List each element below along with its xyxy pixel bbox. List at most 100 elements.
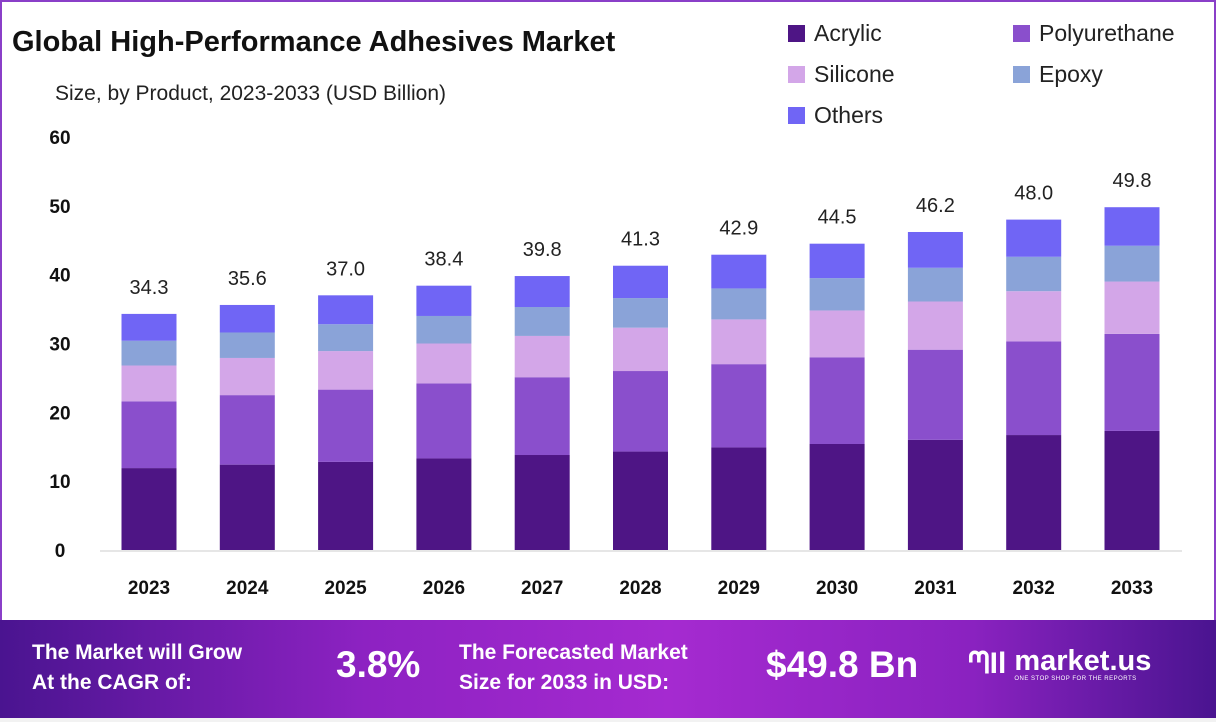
bar-segment-others [514, 276, 570, 308]
market-us-logo: ᘉIl market.us ONE STOP SHOP FOR THE REPOR… [968, 646, 1151, 682]
y-tick-label: 50 [49, 197, 70, 218]
x-tick-label: 2027 [521, 578, 563, 599]
legend-swatch [788, 66, 805, 83]
bar-segment-silicone [1006, 291, 1062, 342]
data-label: 48.0 [1014, 183, 1053, 205]
bar-segment-acrylic [318, 461, 374, 550]
bar-segment-others [121, 313, 177, 341]
legend-swatch [1013, 66, 1030, 83]
x-tick-label: 2031 [914, 578, 957, 599]
bar-segment-acrylic [121, 468, 177, 550]
legend-swatch [788, 107, 805, 124]
logo-tagline: ONE STOP SHOP FOR THE REPORTS [1014, 676, 1137, 682]
bar-segment-epoxy [1104, 245, 1160, 282]
bar-segment-others [907, 231, 963, 268]
cagr-label-line1: The Market will Grow [32, 641, 243, 664]
x-tick-label: 2029 [718, 578, 760, 599]
bar-segment-acrylic [1104, 430, 1160, 550]
bar-segment-acrylic [809, 443, 865, 550]
x-tick-label: 2024 [226, 578, 269, 599]
bar-segment-acrylic [219, 464, 275, 550]
forecast-label-line2: Size for 2033 in USD: [459, 671, 670, 694]
bar-segment-others [1104, 207, 1160, 246]
bar-segment-polyurethane [416, 383, 472, 459]
bar-segment-silicone [121, 365, 177, 402]
legend-item-silicone: Silicone [788, 61, 895, 88]
legend-item-acrylic: Acrylic [788, 20, 882, 47]
bar-segment-epoxy [711, 288, 767, 320]
x-tick-label: 2026 [423, 578, 465, 599]
x-tick-label: 2033 [1111, 578, 1153, 599]
legend-label: Others [814, 102, 884, 128]
y-tick-label: 30 [49, 335, 70, 356]
forecast-label-line1: The Forecasted Market [459, 641, 688, 664]
bar-segment-others [613, 265, 668, 299]
bar-segment-polyurethane [1104, 333, 1160, 431]
y-tick-label: 40 [49, 266, 70, 287]
cagr-value: 3.8% [336, 644, 421, 685]
bar-segment-acrylic [514, 455, 570, 550]
bar-segment-silicone [711, 319, 767, 365]
legend-label: Acrylic [814, 20, 882, 46]
data-label: 35.6 [228, 268, 267, 290]
bar-segment-acrylic [416, 458, 472, 550]
bar-segment-polyurethane [711, 364, 767, 448]
bar-segment-epoxy [514, 307, 570, 336]
cagr-label-line2: At the CAGR of: [32, 671, 192, 694]
data-label: 34.3 [130, 277, 169, 299]
bar-segment-others [1006, 219, 1062, 257]
bar-segment-epoxy [1006, 256, 1062, 292]
x-tick-label: 2028 [619, 578, 661, 599]
bar-segment-polyurethane [121, 401, 177, 469]
bar-segment-epoxy [907, 267, 963, 302]
chart-title: Global High-Performance Adhesives Market [12, 26, 616, 58]
bar-segment-others [318, 295, 374, 325]
bottom-strip [0, 718, 1216, 722]
bar-segment-silicone [809, 310, 865, 358]
bar-segment-others [219, 304, 275, 333]
data-label: 46.2 [916, 195, 955, 217]
bar-segment-silicone [613, 327, 668, 372]
bar-segment-silicone [1104, 281, 1160, 334]
bar-segment-acrylic [907, 439, 963, 550]
bar-segment-epoxy [809, 278, 865, 311]
cagr-label: The Market will Grow At the CAGR of: [32, 638, 242, 698]
y-tick-label: 0 [55, 541, 66, 562]
bar-segment-epoxy [121, 340, 177, 366]
bar-segment-epoxy [318, 324, 374, 352]
legend-swatch [1013, 25, 1030, 42]
bar-segment-silicone [219, 357, 275, 396]
legend-item-epoxy: Epoxy [1013, 61, 1103, 88]
bar-segment-silicone [416, 343, 472, 384]
data-label: 44.5 [818, 207, 857, 229]
legend-item-polyurethane: Polyurethane [1013, 20, 1175, 47]
bar-segment-epoxy [613, 298, 668, 328]
forecast-value: $49.8 Bn [766, 644, 919, 685]
bar-segment-epoxy [416, 315, 472, 344]
bar-segment-polyurethane [613, 371, 668, 452]
data-label: 42.9 [719, 218, 758, 240]
chart-subtitle: Size, by Product, 2023-2033 (USD Billion… [55, 82, 447, 105]
data-label: 49.8 [1113, 170, 1152, 192]
logo-mark-icon: ᘉIl [968, 647, 1007, 680]
data-label: 39.8 [523, 239, 562, 261]
bar-segment-polyurethane [219, 395, 275, 465]
data-label: 37.0 [326, 258, 365, 280]
y-tick-label: 60 [49, 128, 70, 149]
bar-segment-polyurethane [514, 377, 570, 456]
forecast-label: The Forecasted Market Size for 2033 in US… [459, 638, 688, 698]
bar-segment-polyurethane [318, 389, 374, 462]
bar-segment-epoxy [219, 332, 275, 358]
x-tick-label: 2023 [128, 578, 170, 599]
bar-segment-others [416, 285, 472, 316]
legend-label: Polyurethane [1039, 20, 1175, 46]
legend-label: Silicone [814, 61, 895, 87]
x-tick-label: 2030 [816, 578, 858, 599]
bar-segment-others [809, 243, 865, 279]
footer-banner: The Market will Grow At the CAGR of: 3.8%… [0, 620, 1216, 718]
y-tick-label: 20 [49, 403, 70, 424]
logo-name: market.us [1014, 645, 1152, 677]
x-tick-label: 2032 [1013, 578, 1055, 599]
bar-segment-acrylic [613, 451, 668, 550]
